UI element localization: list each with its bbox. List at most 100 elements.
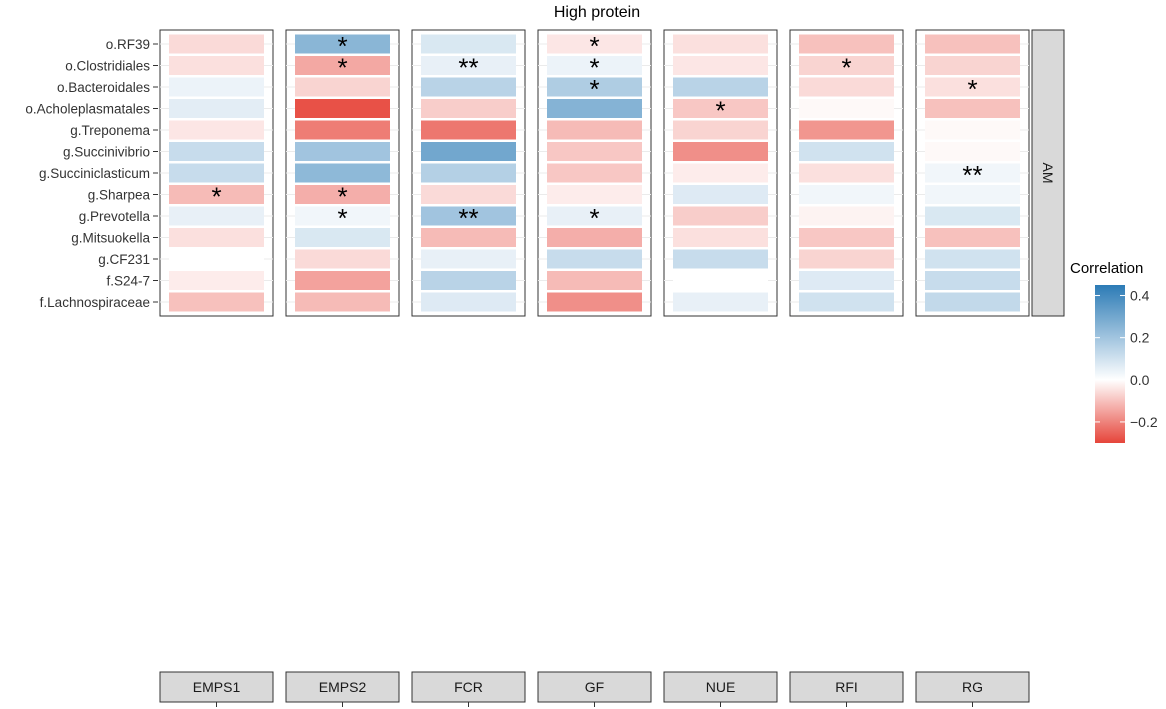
- heatmap-cell: [295, 77, 390, 97]
- significance-stars: *: [589, 31, 599, 61]
- row-label: f.Lachnospiraceae: [40, 295, 150, 310]
- heatmap-cell: [673, 163, 768, 183]
- significance-stars: **: [458, 53, 478, 83]
- heatmap-cell: [673, 249, 768, 269]
- heatmap-cell: [547, 228, 642, 247]
- legend-tick-label: 0.2: [1130, 330, 1150, 346]
- heatmap-cell: [421, 56, 516, 75]
- heatmap-cell: [295, 34, 390, 54]
- heatmap-cell: [673, 292, 768, 312]
- heatmap-cell: [925, 206, 1020, 226]
- significance-stars: *: [967, 74, 977, 104]
- heatmap-cell: [673, 185, 768, 204]
- row-label: o.RF39: [106, 37, 150, 52]
- heatmap-cell: [799, 206, 894, 226]
- heatmap-cell: [295, 292, 390, 312]
- row-label: g.Prevotella: [79, 209, 151, 224]
- heatmap-cell: [673, 56, 768, 75]
- legend-title: Correlation: [1070, 260, 1143, 277]
- column-label: FCR: [454, 679, 483, 695]
- heatmap-cell: [295, 249, 390, 269]
- heatmap-cell: [421, 34, 516, 54]
- column-strip: [537, 671, 652, 703]
- heatmap-cell: [799, 77, 894, 97]
- heatmap-cell: [925, 142, 1020, 161]
- significance-stars: *: [589, 53, 599, 83]
- heatmap-cell: [421, 292, 516, 312]
- heatmap-cell: [673, 34, 768, 54]
- heatmap-cell: [421, 185, 516, 204]
- heatmap-cell: [799, 271, 894, 290]
- heatmap-cell: [421, 163, 516, 183]
- heatmap-cell: [421, 271, 516, 290]
- heatmap-cell: [799, 249, 894, 269]
- row-label: g.Mitsuokella: [71, 231, 150, 246]
- heatmap-panels: o.RF39 o.Clostridiales o.Bacteroidales o.Ac…: [25, 29, 1065, 707]
- heatmap-cell: [169, 228, 264, 247]
- significance-stars: *: [715, 96, 725, 126]
- heatmap-cell: [169, 185, 264, 204]
- heatmap-cell: [925, 163, 1020, 183]
- column-strip: [159, 671, 274, 703]
- heatmap-cell: [295, 228, 390, 247]
- heatmap-cell: [547, 163, 642, 183]
- heatmap-cell: [421, 99, 516, 118]
- heatmap-cell: [295, 56, 390, 75]
- heatmap-cell: [421, 77, 516, 97]
- heatmap-cell: [169, 163, 264, 183]
- heatmap-cell: [925, 120, 1020, 140]
- heatmap-cell: [925, 228, 1020, 247]
- heatmap-cell: [547, 292, 642, 312]
- heatmap-cell: [547, 120, 642, 140]
- heatmap-cell: [799, 142, 894, 161]
- heatmap-cell: [799, 292, 894, 312]
- heatmap-cell: [547, 77, 642, 97]
- legend-tick-label: 0.0: [1130, 372, 1150, 388]
- heatmap-cell: [799, 99, 894, 118]
- heatmap-cell: [295, 99, 390, 118]
- column-strip: [915, 671, 1030, 703]
- heatmap-cell: [421, 249, 516, 269]
- heatmap-cell: [169, 120, 264, 140]
- heatmap-cell: [673, 99, 768, 118]
- heatmap-cell: [547, 34, 642, 54]
- significance-stars: *: [841, 53, 851, 83]
- row-label: g.Sharpea: [88, 188, 151, 203]
- column-label: NUE: [706, 679, 736, 695]
- heatmap-cell: [673, 271, 768, 290]
- heatmap-cell: [799, 56, 894, 75]
- heatmap-cell: [547, 142, 642, 161]
- heatmap-cell: [547, 99, 642, 118]
- significance-stars: **: [458, 203, 478, 233]
- row-label: g.Succinivibrio: [63, 145, 150, 160]
- heatmap-cell: [295, 271, 390, 290]
- row-label: o.Bacteroidales: [57, 80, 150, 95]
- column-label: RFI: [835, 679, 858, 695]
- heatmap-cell: [295, 206, 390, 226]
- heatmap-cell: [799, 185, 894, 204]
- column-label: RG: [962, 679, 983, 695]
- heatmap-cell: [421, 206, 516, 226]
- heatmap-cell: [169, 99, 264, 118]
- heatmap-cell: [925, 77, 1020, 97]
- heatmap-cell: [925, 292, 1020, 312]
- heatmap-cell: [673, 77, 768, 97]
- column-label: GF: [585, 679, 604, 695]
- row-label: g.CF231: [98, 252, 150, 267]
- heatmap-cell: [547, 249, 642, 269]
- heatmap-cell: [673, 142, 768, 161]
- heatmap-cell: [673, 228, 768, 247]
- heatmap-cell: [925, 249, 1020, 269]
- heatmap-cell: [169, 249, 264, 269]
- significance-stars: *: [337, 53, 347, 83]
- heatmap-cell: [295, 163, 390, 183]
- heatmap-cell: [925, 34, 1020, 54]
- significance-stars: **: [962, 160, 982, 190]
- column-strip: [789, 671, 904, 703]
- significance-stars: *: [337, 182, 347, 212]
- heatmap-cell: [673, 120, 768, 140]
- column-label: EMPS1: [193, 679, 241, 695]
- heatmap-cell: [421, 120, 516, 140]
- heatmap-cell: [421, 142, 516, 161]
- heatmap-cell: [169, 271, 264, 290]
